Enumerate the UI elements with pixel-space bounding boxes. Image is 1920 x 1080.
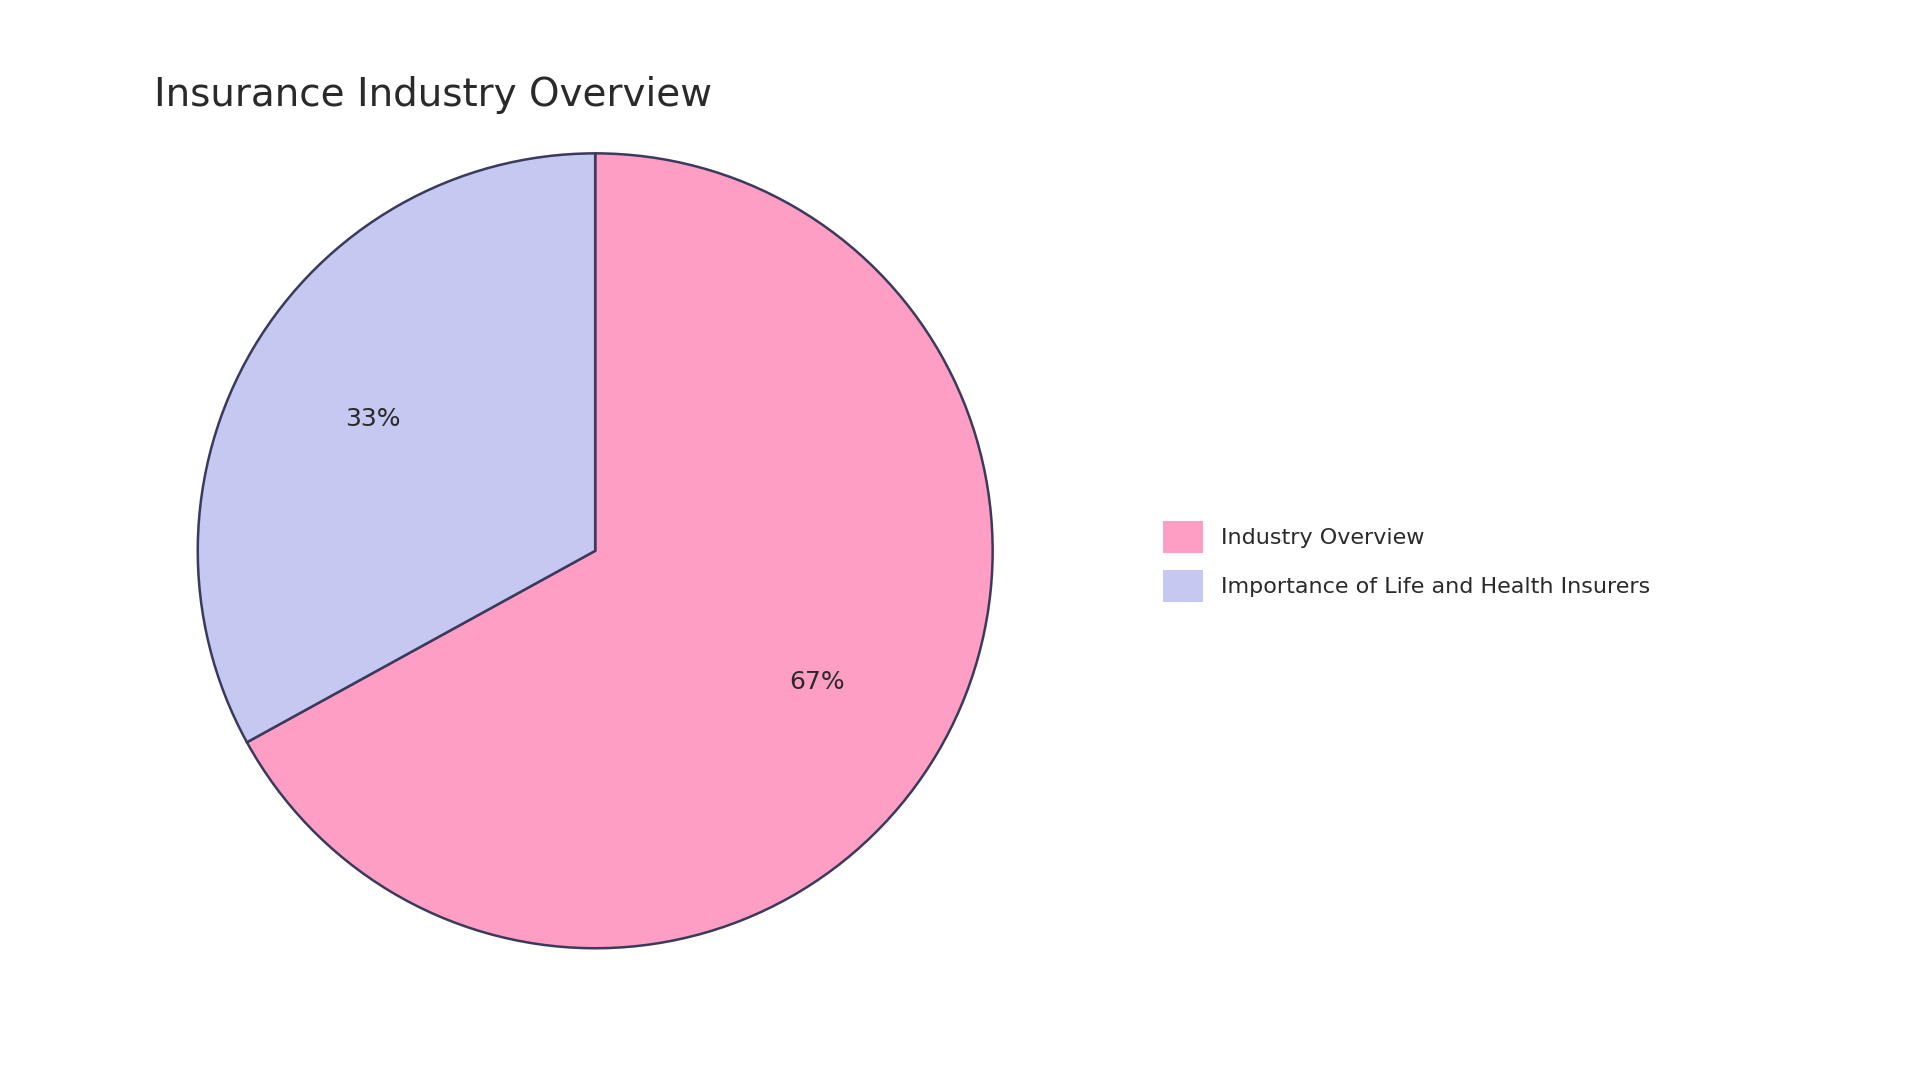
Text: 67%: 67%	[789, 671, 845, 694]
Text: 33%: 33%	[346, 407, 401, 431]
Text: Insurance Industry Overview: Insurance Industry Overview	[154, 76, 712, 113]
Wedge shape	[198, 153, 595, 742]
Wedge shape	[248, 153, 993, 948]
Legend: Industry Overview, Importance of Life and Health Insurers: Industry Overview, Importance of Life an…	[1164, 522, 1649, 602]
